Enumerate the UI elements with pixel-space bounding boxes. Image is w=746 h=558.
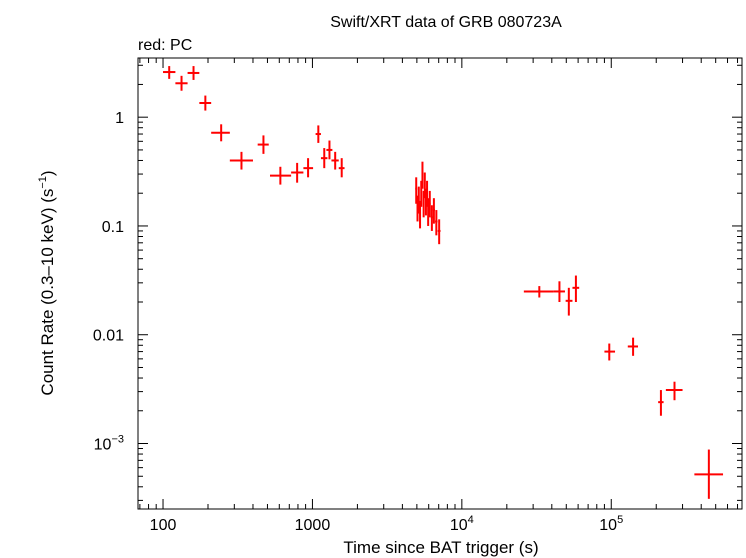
data-point [553, 281, 565, 302]
y-axis: 1 0.1 0.01 10−3 [93, 64, 742, 501]
data-point [428, 190, 431, 218]
plot-frame [137, 57, 743, 510]
y-axis-label: Count Rate (0.3–10 keV) (s−1) [37, 170, 57, 395]
data-point [419, 200, 422, 229]
data-point [187, 66, 200, 80]
data-point [315, 125, 321, 143]
y-tick-label: 0.01 [93, 328, 124, 345]
data-point [338, 158, 345, 178]
data-points [163, 66, 724, 499]
data-point [303, 158, 314, 178]
data-point [199, 95, 212, 111]
data-point [291, 162, 304, 183]
data-point [422, 190, 425, 218]
data-point [417, 186, 420, 214]
chart-title: Swift/XRT data of GRB 080723A [330, 14, 562, 31]
data-point [211, 124, 230, 142]
data-point [427, 198, 430, 226]
data-point [432, 198, 435, 224]
x-tick-label: 104 [450, 514, 474, 534]
data-point [658, 390, 664, 416]
x-tick-label: 100 [150, 517, 177, 534]
data-point [320, 148, 328, 169]
y-axis-label-main: Count Rate (0.3–10 keV) (s [38, 189, 57, 396]
y-tick-label: 0.1 [102, 219, 124, 236]
data-point [430, 205, 433, 231]
data-point [270, 166, 292, 185]
data-point [435, 210, 438, 236]
x-tick-label: 105 [599, 514, 623, 534]
y-tick-label: 1 [115, 110, 124, 127]
data-point [523, 286, 554, 298]
y-axis-label-close: ) [38, 170, 57, 176]
data-point [421, 161, 424, 189]
x-tick-label: 1000 [295, 517, 331, 534]
data-point [257, 135, 269, 154]
data-point [229, 151, 253, 170]
data-point [415, 177, 418, 204]
data-point [572, 275, 580, 302]
data-point [604, 343, 616, 361]
y-tick-label: 10−3 [94, 434, 124, 454]
data-point [627, 337, 638, 356]
data-point [694, 449, 724, 499]
y-axis-label-sup: −1 [37, 176, 49, 189]
data-point [665, 381, 683, 401]
data-point [565, 287, 573, 316]
data-point [426, 180, 429, 207]
data-point [163, 66, 176, 79]
data-point [326, 140, 333, 160]
x-axis-label: Time since BAT trigger (s) [343, 538, 538, 557]
data-point [175, 75, 188, 91]
data-point [420, 180, 423, 207]
data-point [331, 151, 339, 170]
data-point [423, 172, 426, 199]
x-axis: 100 1000 104 105 [139, 58, 739, 534]
data-point [437, 219, 441, 245]
chart-subtitle: red: PC [138, 37, 192, 54]
